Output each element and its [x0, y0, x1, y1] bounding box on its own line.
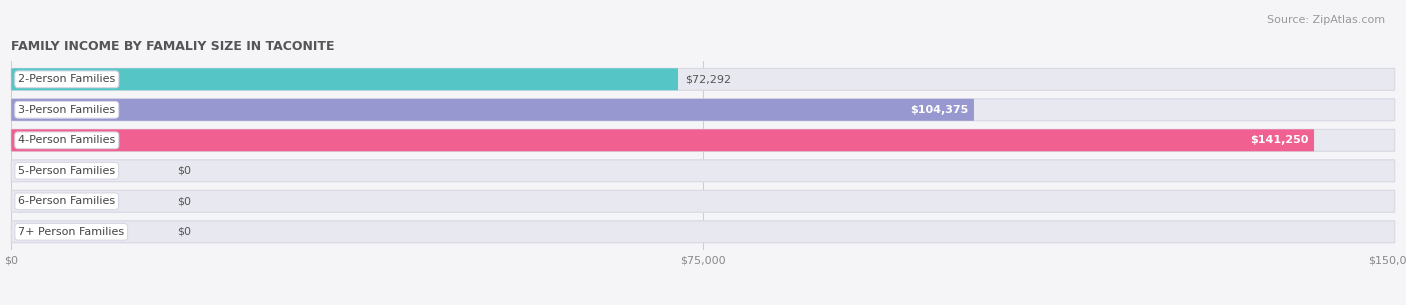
- Text: $104,375: $104,375: [910, 105, 969, 115]
- Text: $0: $0: [177, 196, 191, 206]
- Text: 5-Person Families: 5-Person Families: [18, 166, 115, 176]
- Text: 7+ Person Families: 7+ Person Families: [18, 227, 124, 237]
- Text: FAMILY INCOME BY FAMALIY SIZE IN TACONITE: FAMILY INCOME BY FAMALIY SIZE IN TACONIT…: [11, 40, 335, 53]
- Text: $141,250: $141,250: [1250, 135, 1309, 145]
- FancyBboxPatch shape: [11, 129, 1395, 151]
- FancyBboxPatch shape: [11, 68, 1395, 90]
- Text: 3-Person Families: 3-Person Families: [18, 105, 115, 115]
- FancyBboxPatch shape: [11, 99, 1395, 121]
- Text: 2-Person Families: 2-Person Families: [18, 74, 115, 84]
- FancyBboxPatch shape: [11, 99, 974, 121]
- Text: 4-Person Families: 4-Person Families: [18, 135, 115, 145]
- FancyBboxPatch shape: [11, 68, 678, 90]
- Text: $0: $0: [177, 227, 191, 237]
- Text: Source: ZipAtlas.com: Source: ZipAtlas.com: [1267, 15, 1385, 25]
- Text: $0: $0: [177, 166, 191, 176]
- FancyBboxPatch shape: [11, 129, 1315, 151]
- Text: 6-Person Families: 6-Person Families: [18, 196, 115, 206]
- FancyBboxPatch shape: [11, 160, 1395, 182]
- FancyBboxPatch shape: [11, 190, 1395, 212]
- Text: $72,292: $72,292: [685, 74, 731, 84]
- FancyBboxPatch shape: [11, 221, 1395, 243]
